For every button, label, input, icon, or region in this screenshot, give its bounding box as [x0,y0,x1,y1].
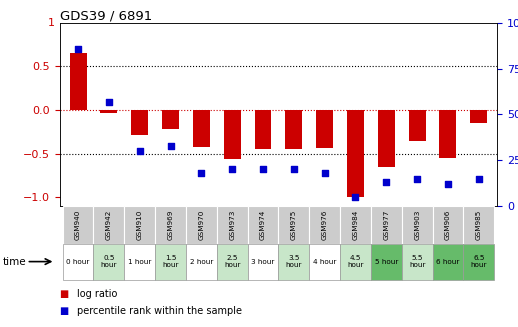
Text: GSM910: GSM910 [137,210,143,240]
Bar [402,244,433,280]
Text: percentile rank within the sample: percentile rank within the sample [77,306,242,316]
Bar [464,206,494,244]
Text: 2 hour: 2 hour [190,259,213,265]
Text: 0 hour: 0 hour [66,259,90,265]
Bar [63,206,93,244]
Bar [309,244,340,280]
Text: 5 hour: 5 hour [375,259,398,265]
Bar [371,244,402,280]
Point [105,99,113,104]
Text: GSM969: GSM969 [167,210,174,240]
Bar [464,244,494,280]
Bar [162,110,179,129]
Text: 3.5
hour: 3.5 hour [285,255,302,268]
Point [259,167,267,172]
Text: GSM985: GSM985 [476,210,482,240]
Bar [340,244,371,280]
Bar [155,244,186,280]
Bar [248,244,279,280]
Point [321,170,329,176]
Bar [193,110,210,147]
Text: 5.5
hour: 5.5 hour [409,255,425,268]
Point [228,167,236,172]
Text: 6.5
hour: 6.5 hour [470,255,487,268]
Bar [433,206,464,244]
Bar [217,206,248,244]
Text: 1: 1 [48,18,55,28]
Bar [124,206,155,244]
Text: GSM903: GSM903 [414,210,420,240]
Bar [155,206,186,244]
Bar [347,110,364,197]
Bar [224,110,241,159]
Text: 0.5
hour: 0.5 hour [100,255,117,268]
Text: 6 hour: 6 hour [436,259,459,265]
Text: 1 hour: 1 hour [128,259,151,265]
Point [444,181,452,187]
Bar [279,244,309,280]
Bar [371,206,402,244]
Text: GSM906: GSM906 [445,210,451,240]
Bar [316,110,333,147]
Bar [63,244,93,280]
Bar [254,110,271,149]
Text: log ratio: log ratio [77,289,117,300]
Bar [409,110,426,141]
Bar [340,206,371,244]
Point [166,143,175,148]
Bar [433,244,464,280]
Bar [93,206,124,244]
Text: ■: ■ [60,306,69,316]
Text: GSM984: GSM984 [352,210,358,240]
Bar [93,244,124,280]
Bar [309,206,340,244]
Point [136,148,144,154]
Bar [285,110,303,149]
Bar [186,206,217,244]
Bar [248,206,279,244]
Text: 4 hour: 4 hour [313,259,336,265]
Text: GSM940: GSM940 [75,210,81,240]
Bar [402,206,433,244]
Bar [378,110,395,167]
Bar [186,244,217,280]
Bar [279,206,309,244]
Text: ■: ■ [60,289,69,300]
Text: 2.5
hour: 2.5 hour [224,255,240,268]
Bar [124,244,155,280]
Point [351,194,359,199]
Point [474,176,483,181]
Point [74,46,82,51]
Point [197,170,206,176]
Point [413,176,421,181]
Point [382,180,391,185]
Point [290,167,298,172]
Bar [131,110,148,134]
Text: GSM977: GSM977 [383,210,390,240]
Text: GSM976: GSM976 [322,210,328,240]
Text: 4.5
hour: 4.5 hour [347,255,364,268]
Bar [470,110,487,123]
Text: time: time [3,257,26,267]
Text: GSM973: GSM973 [229,210,235,240]
Text: 3 hour: 3 hour [251,259,275,265]
Bar [217,244,248,280]
Bar [100,110,118,113]
Bar [439,110,456,158]
Text: GSM942: GSM942 [106,210,112,240]
Text: GSM974: GSM974 [260,210,266,240]
Text: 1.5
hour: 1.5 hour [162,255,179,268]
Text: GSM975: GSM975 [291,210,297,240]
Text: GDS39 / 6891: GDS39 / 6891 [60,10,152,23]
Bar [69,53,87,110]
Text: GSM970: GSM970 [198,210,205,240]
